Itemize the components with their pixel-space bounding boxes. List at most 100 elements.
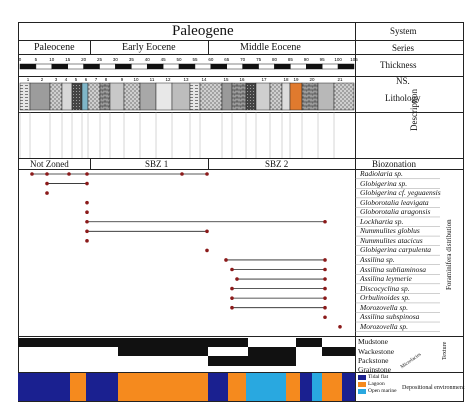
ns-label: 12 <box>165 77 171 82</box>
environment-segment <box>312 373 322 401</box>
thickness-tick-label: 35 <box>129 57 135 62</box>
ns-label: 10 <box>133 77 139 82</box>
label-biozonation: Biozonation <box>372 159 416 169</box>
row-divider <box>18 336 464 337</box>
taxon-occurrence-dot <box>85 172 89 176</box>
taxon-occurrence-dot <box>45 172 49 176</box>
lithology-block <box>71 82 83 111</box>
ns-label: 8 <box>105 77 108 82</box>
thickness-tick-label: 55 <box>192 57 198 62</box>
legend-open-marine: Open marine <box>368 388 397 394</box>
ns-label: 19 <box>293 77 299 82</box>
lithology-block <box>87 82 101 111</box>
ns-label: 6 <box>85 77 88 82</box>
texture-block <box>322 347 355 356</box>
lithology-block <box>317 82 335 111</box>
thickness-tick-label: 40 <box>145 57 151 62</box>
thickness-tick-label: 100 <box>334 57 342 62</box>
zone-divider <box>208 158 209 169</box>
taxon-occurrence-dot <box>230 296 234 300</box>
legend-swatch-tidal-flat <box>358 375 366 380</box>
lithology-block <box>333 82 355 111</box>
ns-label: 18 <box>283 77 289 82</box>
texture-block <box>208 356 248 366</box>
taxon-occurrence-dot <box>323 305 327 310</box>
thickness-scale-segment <box>226 63 243 70</box>
biozone-not-zoned: Not Zoned <box>30 159 69 169</box>
series-early-eocene: Early Eocene <box>122 42 176 53</box>
taxon-occurrence-dot <box>323 277 327 281</box>
taxon-occurrence-dot <box>230 305 234 310</box>
environment-segment <box>118 373 208 401</box>
taxon-occurrence-dot <box>205 248 209 253</box>
row-divider <box>18 54 464 55</box>
taxon-occurrence-dot <box>30 172 34 176</box>
row-divider <box>18 372 464 373</box>
taxon-label: Assilina leymerie <box>360 274 412 284</box>
taxon-label: Nummulites globlus <box>360 226 420 236</box>
thickness-scale-segment <box>131 63 148 70</box>
taxon-label: Assilina subspinosa <box>360 312 420 322</box>
environment-segment <box>70 373 86 401</box>
thickness-scale-segment <box>99 63 116 70</box>
taxon-occurrence-dot <box>338 325 342 329</box>
biozone-sbz2: SBZ 2 <box>265 159 289 169</box>
thickness-scale-segment <box>274 63 291 70</box>
lithology-block <box>221 82 233 111</box>
lithology-block <box>123 82 141 111</box>
taxon-occurrence-dot <box>323 267 327 272</box>
thickness-scale-segment <box>178 63 196 70</box>
taxon-label: Discocyclina sp. <box>360 283 410 293</box>
legend-lagoon: Lagoon <box>368 381 385 387</box>
lithology-block <box>281 82 291 111</box>
thickness-tick-label: 10 <box>49 57 55 62</box>
label-series: Series <box>392 43 414 53</box>
lithology-block <box>189 82 201 111</box>
taxon-label: Globorotalia aragonsis <box>360 207 431 217</box>
taxon-occurrence-dot <box>323 258 327 262</box>
ns-label: 17 <box>261 77 267 82</box>
thickness-scale-segment <box>290 63 307 70</box>
environment-segment <box>228 373 246 401</box>
lithology-block <box>99 82 111 111</box>
thickness-tick-label: 45 <box>161 57 167 62</box>
lithology-block <box>199 82 223 111</box>
texture-block <box>118 338 208 356</box>
lithology-block <box>155 82 173 111</box>
taxon-occurrence-dot <box>323 315 327 320</box>
taxon-occurrence-dot <box>230 286 234 291</box>
thickness-scale-segment <box>306 63 323 70</box>
ns-label: 1 <box>27 77 30 82</box>
taxon-occurrence-dot <box>205 172 209 176</box>
taxon-occurrence-dot <box>45 181 49 186</box>
thickness-scale-segment <box>337 63 355 70</box>
legend-tidal-flat: Tidal flat <box>368 374 389 380</box>
lithology-block <box>245 82 257 111</box>
texture-block <box>18 338 118 347</box>
texture-packstone: Packstone <box>358 356 389 365</box>
environment-segment <box>18 373 70 401</box>
taxon-label: Radiolaria sp. <box>360 169 403 178</box>
taxon-occurrence-dot <box>45 191 49 195</box>
ns-label: 15 <box>223 77 229 82</box>
taxon-occurrence-dot <box>230 267 234 272</box>
label-lithology: Lithology <box>385 93 421 103</box>
taxon-occurrence-dot <box>85 219 89 224</box>
texture-block <box>248 347 296 366</box>
thickness-scale-segment <box>321 63 339 70</box>
ns-label: 5 <box>75 77 78 82</box>
thickness-tick-label: 75 <box>256 57 262 62</box>
thickness-scale-segment <box>194 63 212 70</box>
taxon-occurrence-dot <box>180 172 184 176</box>
row-divider <box>18 158 464 159</box>
lithology-block <box>255 82 271 111</box>
taxon-occurrence-dot <box>224 258 228 262</box>
thickness-tick-label: 65 <box>224 57 230 62</box>
label-depositional-environment: Depositional environment <box>402 385 465 391</box>
ns-label: 14 <box>201 77 207 82</box>
thickness-tick-label: 30 <box>113 57 119 62</box>
ns-label: 2 <box>41 77 44 82</box>
environment-segment <box>322 373 342 401</box>
taxon-label: Morozovella sp. <box>360 302 409 312</box>
texture-grainstone: Grainstone <box>358 365 391 374</box>
